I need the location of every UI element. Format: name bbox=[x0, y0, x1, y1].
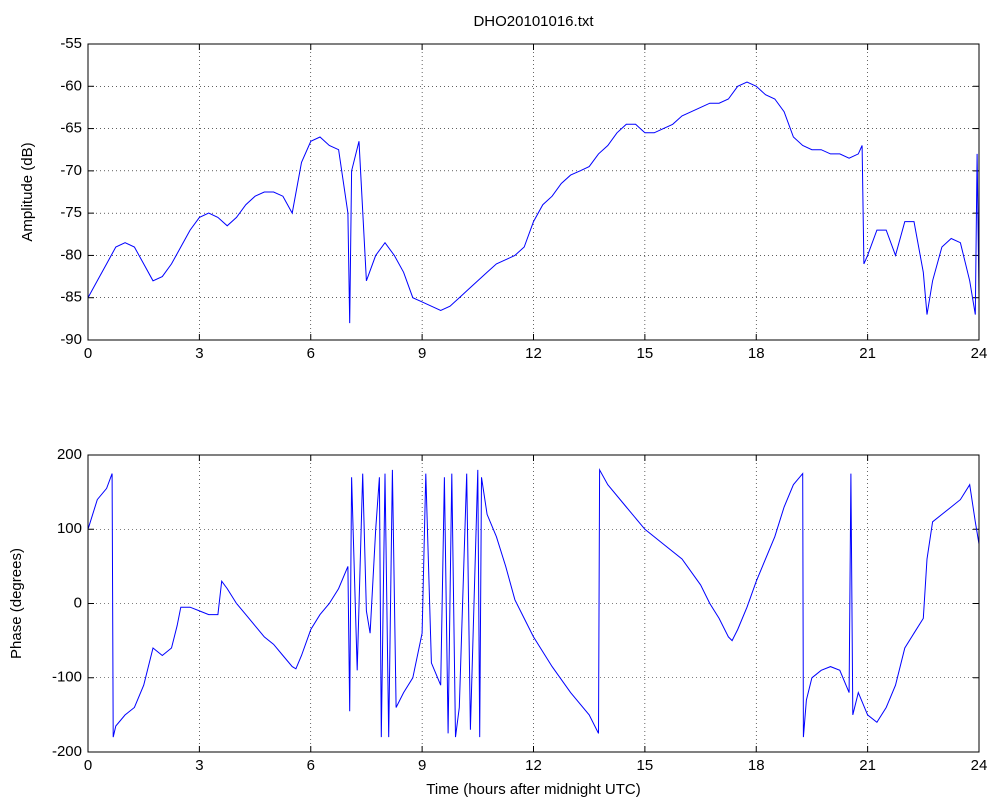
y-tick-label: -85 bbox=[60, 289, 82, 306]
data-line bbox=[87, 81, 980, 324]
x-tick-label: 24 bbox=[971, 345, 988, 362]
y-axis-label: Amplitude (dB) bbox=[19, 142, 36, 241]
y-axis-label: Phase (degrees) bbox=[8, 548, 25, 659]
x-tick-label: 12 bbox=[525, 757, 542, 774]
x-tick-label: 0 bbox=[84, 345, 92, 362]
x-tick-label: 24 bbox=[971, 757, 988, 774]
y-tick-label: -65 bbox=[60, 120, 82, 137]
axes-box bbox=[87, 43, 980, 341]
x-tick-label: 3 bbox=[195, 345, 203, 362]
x-tick-label: 21 bbox=[859, 345, 876, 362]
x-axis-label: Time (hours after midnight UTC) bbox=[426, 781, 641, 798]
x-tick-label: 18 bbox=[748, 757, 765, 774]
y-tick-label: -55 bbox=[60, 35, 82, 52]
y-tick-label: -70 bbox=[60, 162, 82, 179]
y-tick-label: -90 bbox=[60, 331, 82, 348]
x-tick-label: 0 bbox=[84, 757, 92, 774]
data-line bbox=[87, 467, 980, 738]
y-tick-label: -75 bbox=[60, 204, 82, 221]
x-tick-label: 6 bbox=[307, 345, 315, 362]
y-tick-label: -60 bbox=[60, 77, 82, 94]
x-tick-label: 21 bbox=[859, 757, 876, 774]
x-tick-label: 12 bbox=[525, 345, 542, 362]
y-tick-label: 200 bbox=[57, 446, 82, 463]
y-tick-label: -100 bbox=[52, 669, 82, 686]
x-tick-label: 9 bbox=[418, 757, 426, 774]
x-tick-label: 18 bbox=[748, 345, 765, 362]
x-tick-label: 6 bbox=[307, 757, 315, 774]
x-tick-label: 15 bbox=[637, 345, 654, 362]
x-tick-label: 3 bbox=[195, 757, 203, 774]
y-tick-label: -80 bbox=[60, 246, 82, 263]
x-tick-label: 15 bbox=[637, 757, 654, 774]
y-tick-label: 0 bbox=[74, 594, 82, 611]
y-tick-label: 100 bbox=[57, 520, 82, 537]
x-tick-label: 9 bbox=[418, 345, 426, 362]
chart-title: DHO20101016.txt bbox=[473, 13, 594, 30]
y-tick-label: -200 bbox=[52, 743, 82, 760]
axes-box bbox=[87, 454, 980, 753]
